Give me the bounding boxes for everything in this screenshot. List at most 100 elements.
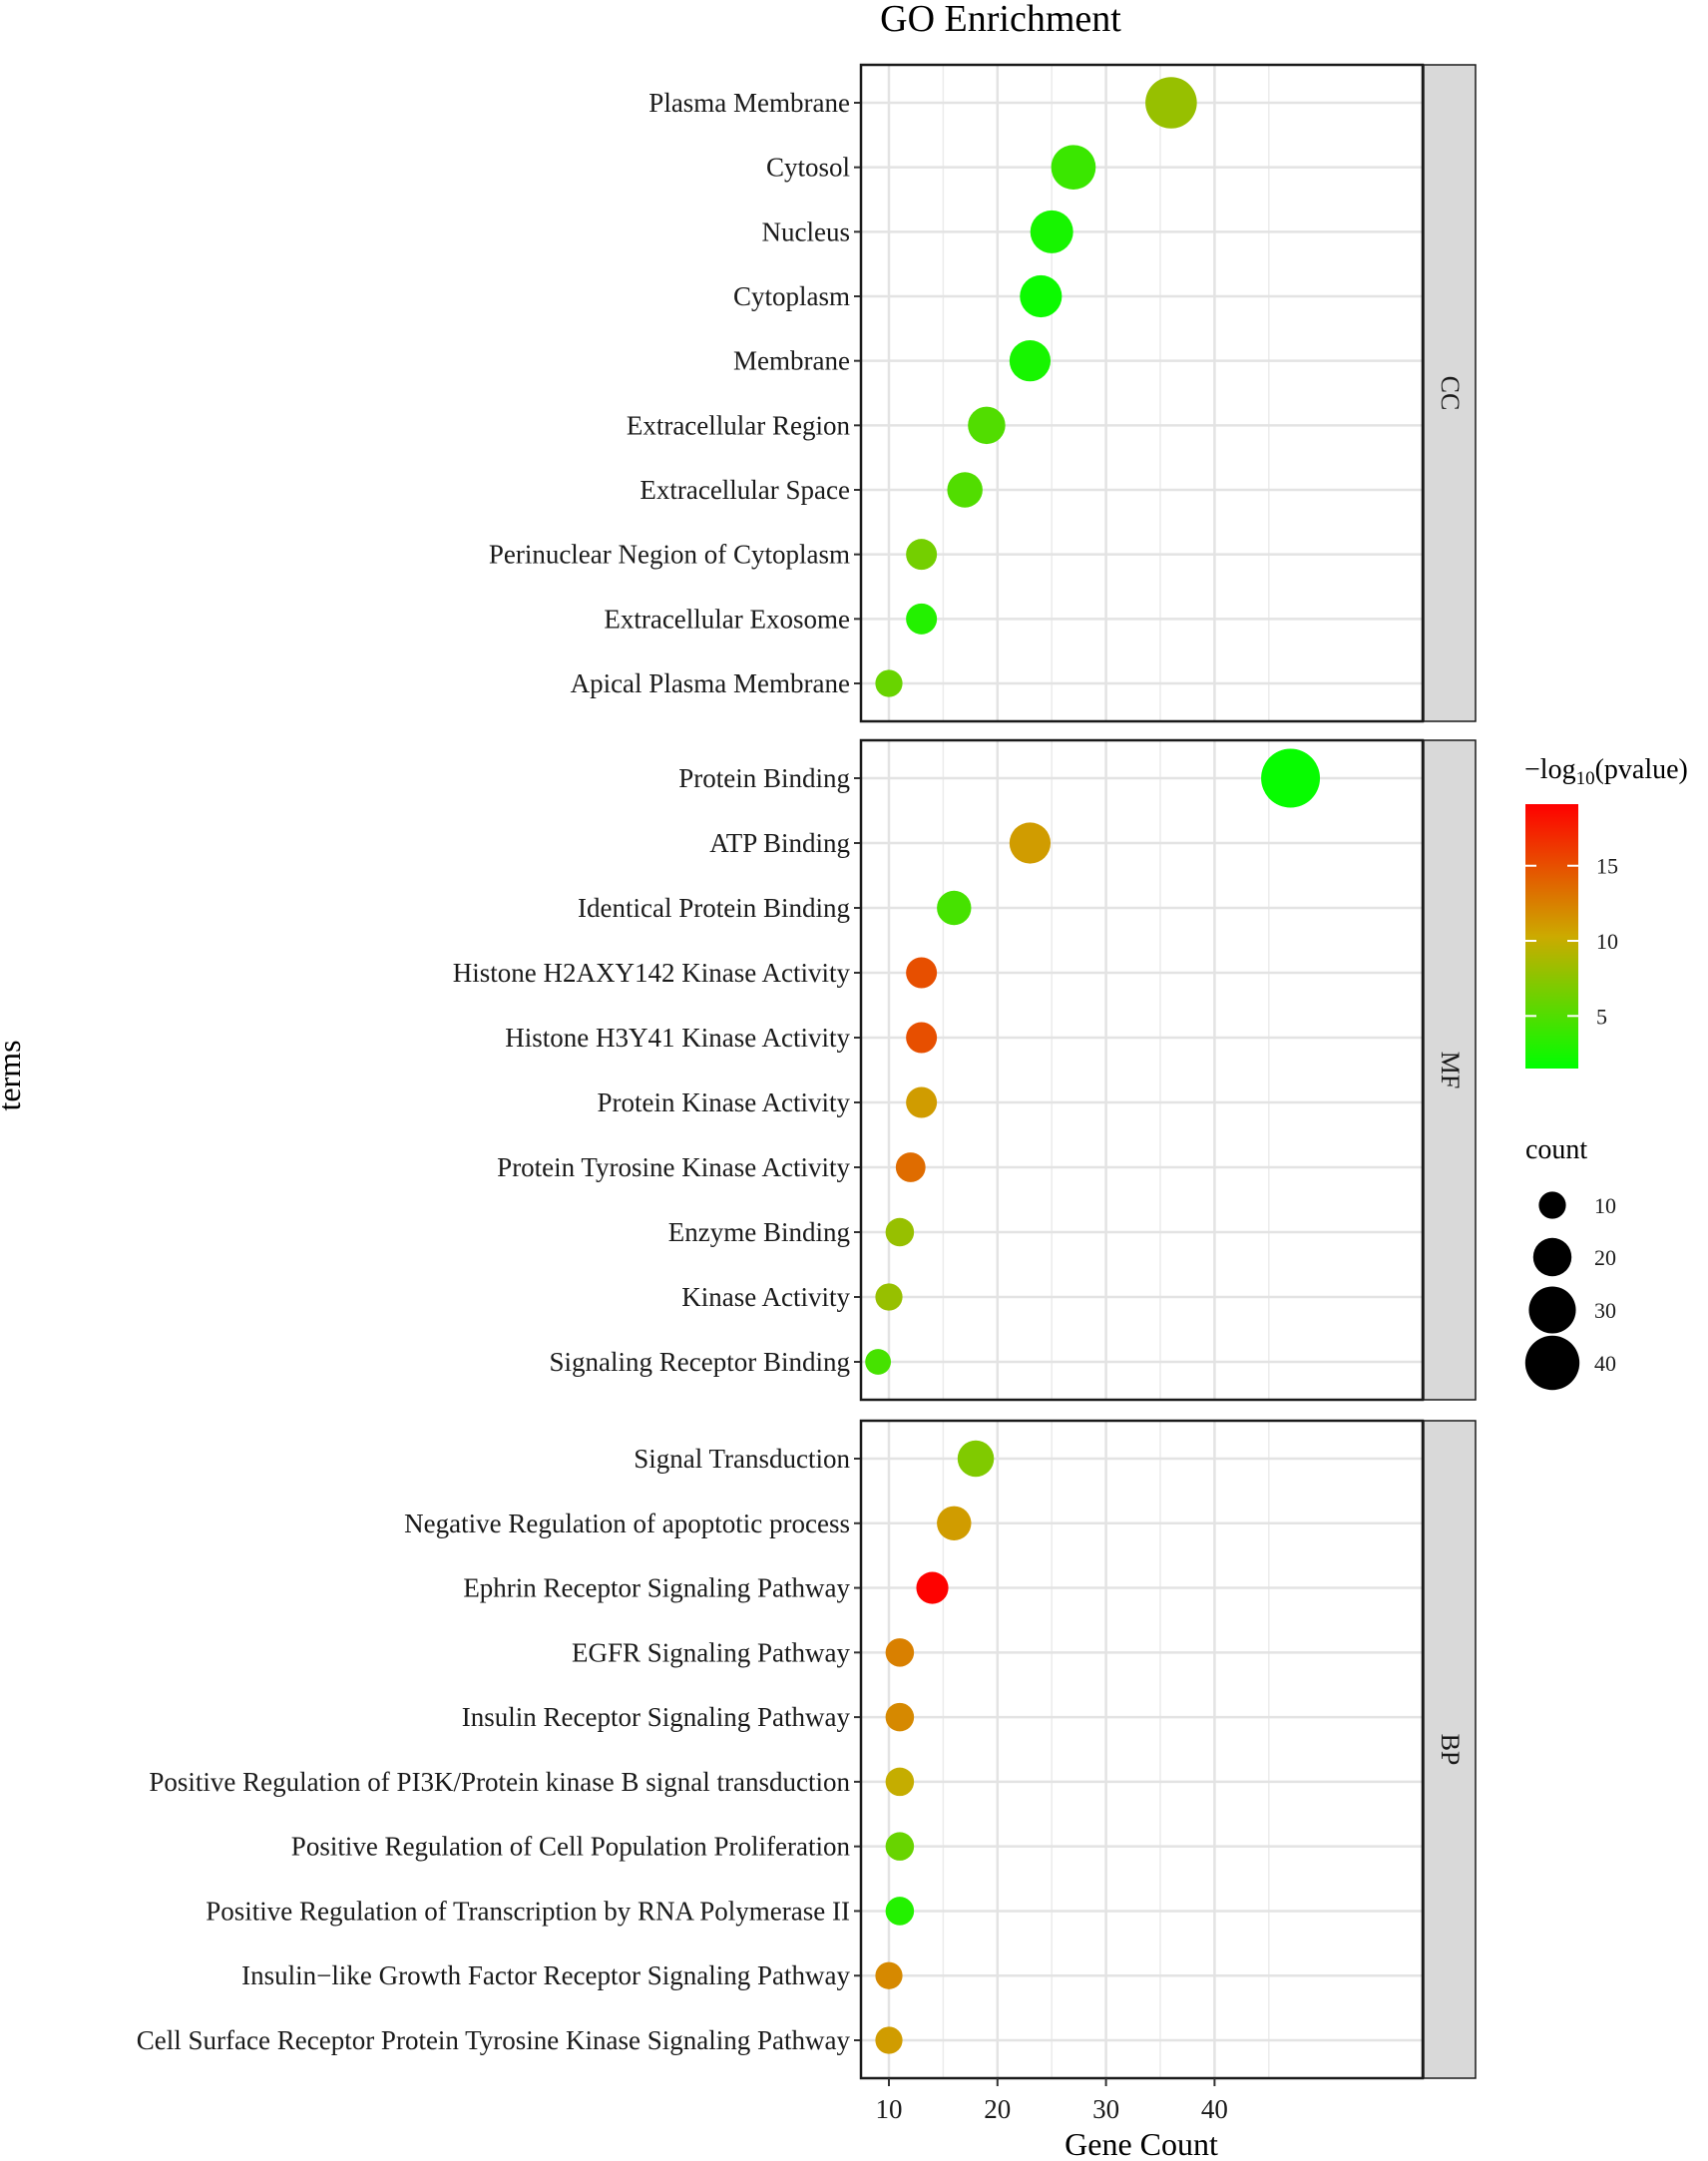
- panel-background: [861, 740, 1423, 1400]
- data-point: [937, 1506, 972, 1540]
- size-legend-label: 10: [1594, 1193, 1616, 1218]
- y-tick-label: Ephrin Receptor Signaling Pathway: [463, 1573, 850, 1603]
- y-tick-label: Insulin Receptor Signaling Pathway: [462, 1702, 851, 1732]
- data-point: [1009, 822, 1052, 864]
- y-tick-label: Kinase Activity: [681, 1282, 850, 1312]
- panel-border: [859, 1419, 1425, 2080]
- y-tick-label: Perinuclear Negion of Cytoplasm: [489, 540, 850, 570]
- y-axis-title: terms: [0, 1040, 27, 1110]
- data-point: [885, 1832, 915, 1861]
- facet-panels: Plasma Membrane Cytosol Nucleus Cytoplasm Me…: [137, 63, 1477, 2080]
- facet-strip: [1423, 1420, 1477, 2079]
- colorbar-tick-label: 5: [1596, 1004, 1607, 1029]
- color-legend-title: −log10(pvalue): [1524, 754, 1688, 789]
- y-tick-label: Signal Transduction: [634, 1444, 850, 1474]
- y-tick-label: Membrane: [733, 346, 850, 376]
- size-legend-key: [1538, 1191, 1566, 1219]
- facet-strip-label: CC: [1436, 376, 1465, 411]
- colorbar-tick-label: 15: [1596, 854, 1618, 879]
- colorbar-tick-label: 10: [1596, 929, 1618, 954]
- data-point: [906, 539, 938, 571]
- data-point: [916, 1571, 949, 1604]
- data-point: [885, 1217, 915, 1247]
- y-tick-label: Plasma Membrane: [648, 88, 850, 118]
- size-legend-label: 30: [1594, 1298, 1616, 1323]
- size-legend: count 10 20 30 40: [1524, 1134, 1616, 1391]
- data-point: [1030, 210, 1073, 253]
- data-point: [885, 1702, 915, 1732]
- data-point: [1009, 340, 1052, 382]
- panel-border: [859, 738, 1425, 1402]
- x-tick-label: 40: [1201, 2094, 1228, 2124]
- facet-strip: [1423, 64, 1477, 722]
- data-point: [947, 472, 983, 508]
- y-tick-label: Cytosol: [766, 153, 850, 183]
- facet-strip-label: BP: [1436, 1734, 1465, 1766]
- y-tick-label: ATP Binding: [709, 828, 850, 858]
- data-point: [885, 1897, 915, 1926]
- y-tick-label: Histone H2AXY142 Kinase Activity: [453, 958, 851, 988]
- y-tick-label: Extracellular Region: [627, 410, 851, 440]
- y-tick-label: Signaling Receptor Binding: [550, 1347, 850, 1377]
- color-legend: −log10(pvalue) 5 10 15: [1524, 754, 1688, 1069]
- size-legend-key: [1532, 1237, 1572, 1277]
- data-point: [1051, 145, 1096, 191]
- data-point: [1145, 77, 1197, 129]
- y-tick-label: Cytoplasm: [733, 281, 850, 311]
- x-tick-label: 20: [984, 2094, 1011, 2124]
- y-tick-label: EGFR Signaling Pathway: [572, 1637, 851, 1667]
- facet-panel-bp: Signal Transduction Negative Regulation o…: [137, 1419, 1477, 2080]
- y-tick-label: Protein Tyrosine Kinase Activity: [497, 1152, 850, 1182]
- data-point: [1261, 748, 1321, 808]
- size-legend-label: 40: [1594, 1351, 1616, 1376]
- x-axis: 10 20 30 40: [876, 2078, 1228, 2124]
- data-point: [885, 1767, 915, 1797]
- data-point: [875, 1283, 903, 1311]
- y-tick-label: Extracellular Exosome: [604, 604, 850, 634]
- size-legend-key: [1528, 1286, 1576, 1334]
- data-point: [875, 669, 903, 697]
- data-point: [895, 1152, 926, 1182]
- data-point: [906, 1086, 938, 1118]
- chart-title: GO Enrichment: [880, 0, 1121, 40]
- facet-panel-mf: Protein Binding ATP Binding Identical Prot…: [453, 738, 1477, 1402]
- y-tick-label: Identical Protein Binding: [578, 893, 850, 923]
- y-tick-label: Nucleus: [762, 216, 850, 246]
- facet-panel-cc: Plasma Membrane Cytosol Nucleus Cytoplasm Me…: [489, 63, 1477, 723]
- data-point: [906, 957, 938, 989]
- facet-strip: [1423, 739, 1477, 1401]
- data-point: [875, 1961, 903, 1989]
- data-point: [906, 1022, 938, 1054]
- x-tick-label: 10: [876, 2094, 903, 2124]
- panel-border: [859, 63, 1425, 723]
- y-tick-label: Cell Surface Receptor Protein Tyrosine K…: [137, 2025, 851, 2055]
- y-tick-label: Extracellular Space: [640, 475, 850, 505]
- data-point: [885, 1638, 915, 1667]
- y-tick-label: Positive Regulation of Transcription by …: [206, 1896, 850, 1926]
- y-tick-label: Protein Kinase Activity: [598, 1087, 851, 1117]
- size-legend-key: [1524, 1335, 1580, 1391]
- x-axis-title: Gene Count: [1065, 2126, 1218, 2161]
- y-tick-label: Positive Regulation of Cell Population P…: [291, 1832, 851, 1862]
- data-point: [957, 1440, 995, 1478]
- data-point: [906, 603, 938, 635]
- y-tick-label: Positive Regulation of PI3K/Protein kina…: [149, 1767, 850, 1797]
- data-point: [1020, 274, 1063, 318]
- y-tick-label: Histone H3Y41 Kinase Activity: [505, 1023, 850, 1053]
- size-legend-label: 20: [1594, 1245, 1616, 1270]
- y-tick-label: Enzyme Binding: [668, 1217, 850, 1247]
- size-legend-title: count: [1525, 1134, 1587, 1165]
- y-tick-label: Negative Regulation of apoptotic process: [404, 1509, 850, 1538]
- x-tick-label: 30: [1092, 2094, 1119, 2124]
- y-tick-label: Insulin−like Growth Factor Receptor Sign…: [241, 1960, 850, 1990]
- y-tick-label: Protein Binding: [678, 763, 850, 793]
- data-point: [968, 406, 1006, 445]
- data-point: [937, 890, 972, 926]
- y-tick-label: Apical Plasma Membrane: [571, 668, 850, 698]
- data-point: [865, 1349, 892, 1375]
- facet-strip-label: MF: [1436, 1052, 1465, 1089]
- data-point: [875, 2026, 903, 2054]
- panel-background: [861, 65, 1423, 721]
- colorbar: [1525, 804, 1578, 1069]
